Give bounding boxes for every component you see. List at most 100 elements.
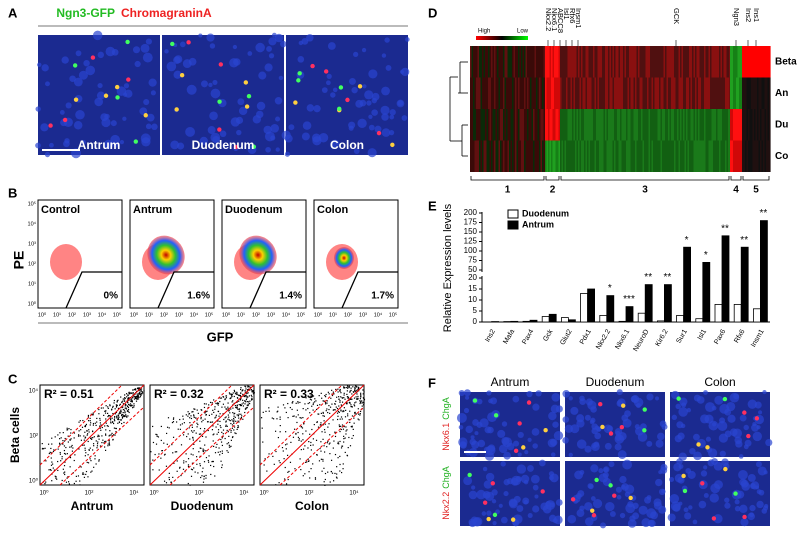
heatmap-cell	[701, 109, 703, 141]
point-texture	[354, 389, 355, 390]
point-texture	[50, 469, 51, 470]
point-texture	[351, 438, 352, 439]
heatmap-cell	[610, 141, 612, 173]
nucleus	[464, 408, 469, 413]
heatmap-cell	[763, 78, 765, 110]
stained-cell	[590, 508, 594, 512]
heatmap-cell	[572, 78, 574, 110]
point-texture	[283, 450, 284, 451]
point-texture	[183, 419, 184, 420]
nucleus	[265, 63, 273, 71]
heatmap-cell	[695, 109, 697, 141]
heatmap-cell	[607, 109, 609, 141]
heatmap-cell	[665, 109, 667, 141]
nucleus	[120, 140, 124, 144]
heatmap-cell	[652, 78, 654, 110]
x-tick-label: Isl1	[697, 328, 709, 341]
heatmap-cell	[598, 46, 600, 78]
heatmap-cell	[506, 78, 508, 110]
point-texture	[109, 404, 110, 405]
point-texture	[189, 438, 190, 439]
heatmap-cell	[512, 141, 514, 173]
nucleus	[97, 83, 102, 88]
point-texture	[120, 396, 121, 397]
nucleus	[556, 499, 563, 506]
heatmap-cell	[698, 78, 700, 110]
point-texture	[133, 407, 134, 408]
point-texture	[166, 482, 167, 483]
nucleus	[322, 87, 328, 93]
heatmap-cell	[661, 46, 663, 78]
stained-cell	[377, 131, 381, 135]
heatmap-cell	[472, 141, 474, 173]
point-texture	[339, 424, 340, 425]
point-texture	[106, 423, 107, 424]
point-texture	[363, 393, 364, 394]
nucleus	[465, 426, 473, 434]
heatmap-cell	[607, 141, 609, 173]
point-texture	[67, 428, 68, 429]
bar	[581, 293, 588, 322]
heatmap-cell	[637, 46, 639, 78]
x-tick-label: 10³	[175, 312, 183, 318]
point-texture	[109, 444, 110, 445]
point-texture	[355, 388, 356, 389]
point-texture	[341, 404, 342, 405]
nucleus	[503, 491, 508, 496]
nucleus	[349, 78, 356, 85]
heatmap-cell	[586, 109, 588, 141]
point-texture	[59, 432, 60, 433]
point-texture	[360, 395, 361, 396]
heatmap-cell	[532, 109, 534, 141]
nucleus	[486, 511, 491, 516]
heatmap-cell	[487, 46, 489, 78]
point-texture	[58, 448, 59, 449]
point-texture	[93, 425, 94, 426]
point-texture	[321, 393, 322, 394]
point-texture	[245, 395, 246, 396]
point-texture	[227, 407, 228, 408]
heatmap-cell	[623, 109, 625, 141]
nucleus	[708, 421, 718, 431]
heatmap-cell	[662, 78, 664, 110]
heatmap-cell	[625, 141, 627, 173]
point-texture	[291, 409, 292, 410]
point-texture	[135, 389, 136, 390]
heatmap-cell	[502, 109, 504, 141]
point-texture	[325, 396, 326, 397]
heatmap-cell	[724, 46, 726, 78]
nucleus	[551, 393, 560, 402]
nucleus	[585, 517, 594, 526]
nucleus	[368, 115, 372, 119]
point-texture	[120, 419, 121, 420]
heatmap-cell	[673, 141, 675, 173]
point-texture	[237, 414, 238, 415]
point-texture	[229, 447, 230, 448]
heatmap-cell	[557, 141, 559, 173]
heatmap-cell	[586, 78, 588, 110]
stained-cell	[126, 77, 130, 81]
point-texture	[202, 420, 203, 421]
heatmap-cell	[644, 46, 646, 78]
heatmap-cell	[535, 46, 537, 78]
point-texture	[197, 409, 198, 410]
heatmap-cell	[715, 141, 717, 173]
heatmap-cell	[587, 109, 589, 141]
point-texture	[317, 405, 318, 406]
point-texture	[344, 399, 345, 400]
heatmap-cell	[716, 46, 718, 78]
nucleus	[533, 485, 539, 491]
point-texture	[135, 396, 136, 397]
point-texture	[288, 471, 289, 472]
y-label: PE	[11, 251, 27, 270]
heatmap-cell	[677, 141, 679, 173]
heatmap-cell	[738, 78, 740, 110]
point-texture	[208, 404, 209, 405]
point-texture	[363, 404, 364, 405]
nucleus	[167, 62, 177, 72]
gene-label: GCK	[672, 8, 681, 24]
point-texture	[240, 387, 241, 388]
heatmap-cell	[745, 109, 747, 141]
heatmap-cell	[762, 109, 764, 141]
heatmap-cell	[515, 141, 517, 173]
